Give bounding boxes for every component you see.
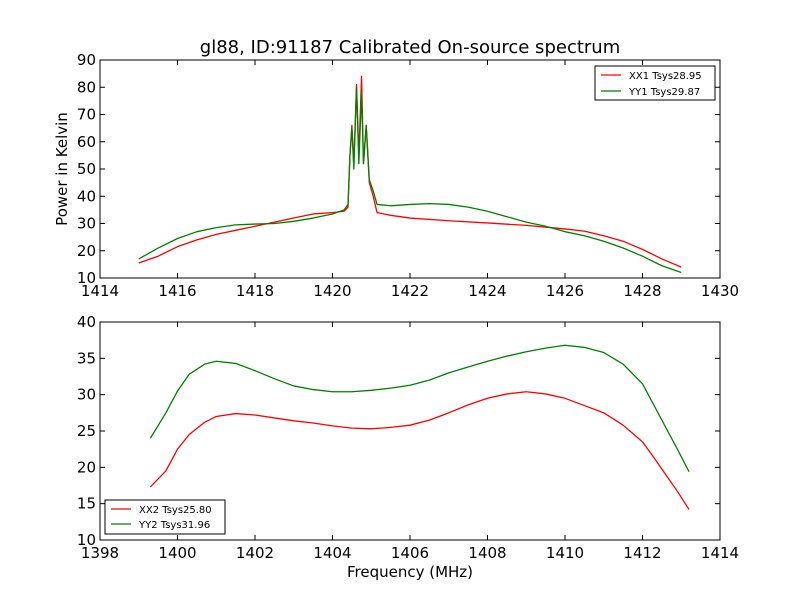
top-x-tick-label: 1430 (701, 282, 739, 300)
top-legend-box (594, 65, 716, 101)
top-x-tick-label: 1416 (158, 282, 196, 300)
top-x-tick-label: 1420 (313, 282, 351, 300)
bottom-x-tick-label: 1412 (623, 544, 661, 562)
top-x-tick-label: 1414 (81, 282, 119, 300)
bottom-x-tick-label: 1398 (81, 544, 119, 562)
chart-title: gl88, ID:91187 Calibrated On-source spec… (200, 37, 620, 58)
top-y-tick-label: 60 (77, 133, 96, 151)
bottom-x-tick-label: 1406 (391, 544, 429, 562)
top-y-tick-label: 50 (77, 160, 96, 178)
bottom-x-tick-label: 1404 (313, 544, 351, 562)
bottom-y-tick-label: 20 (77, 458, 96, 476)
bottom-y-tick-label: 30 (77, 386, 96, 404)
top-x-tick-label: 1426 (546, 282, 584, 300)
bottom-series-line-1 (149, 344, 690, 472)
bottom-series-lines (149, 344, 690, 510)
bottom-y-tick-label: 15 (77, 495, 96, 513)
top-legend: XX1 Tsys28.95 YY1 Tsys29.87 (594, 65, 716, 101)
top-y-tick-label: 30 (77, 215, 96, 233)
top-y-tick-label: 70 (77, 106, 96, 124)
top-y-tick-label: 10 (77, 269, 96, 287)
bottom-series-line-0 (149, 391, 690, 510)
bottom-panel: 1398 1400 1402 1404 1406 1408 1410 1412 1414 101… (77, 313, 739, 581)
top-x-tick-label: 1428 (623, 282, 661, 300)
top-series-lines (138, 75, 682, 274)
bottom-x-axis-label: Frequency (MHz) (347, 563, 473, 581)
bottom-x-tick-label: 1414 (701, 544, 739, 562)
top-panel: 1414 1416 1418 1420 1422 1424 1426 1428 1430 10 2… (53, 51, 739, 300)
bottom-y-tick-label: 25 (77, 422, 96, 440)
bottom-x-tick-label: 1402 (236, 544, 274, 562)
top-series-line-1 (138, 86, 682, 274)
top-y-tick-label: 90 (77, 51, 96, 69)
top-x-tick-label: 1418 (236, 282, 274, 300)
bottom-legend-label-yy2: YY2 Tsys31.96 (138, 520, 210, 531)
top-x-tick-label: 1424 (468, 282, 506, 300)
top-y-axis: 10 20 30 40 50 60 70 80 90 (77, 51, 720, 287)
top-y-tick-label: 40 (77, 187, 96, 205)
bottom-legend: XX2 Tsys25.80 YY2 Tsys31.96 (104, 499, 226, 535)
top-x-axis: 1414 1416 1418 1420 1422 1424 1426 1428 1430 (81, 60, 739, 300)
bottom-legend-box (104, 499, 226, 535)
bottom-y-axis: 10 15 20 25 30 35 40 (77, 313, 720, 549)
top-legend-label-xx1: XX1 Tsys28.95 (629, 71, 702, 82)
bottom-x-tick-label: 1410 (546, 544, 584, 562)
bottom-y-tick-label: 10 (77, 531, 96, 549)
bottom-x-tick-label: 1400 (158, 544, 196, 562)
bottom-y-tick-label: 35 (77, 349, 96, 367)
bottom-y-tick-label: 40 (77, 313, 96, 331)
bottom-legend-label-xx2: XX2 Tsys25.80 (139, 505, 212, 516)
top-y-axis-label: Power in Kelvin (53, 112, 71, 226)
top-y-tick-label: 80 (77, 78, 96, 96)
top-legend-label-yy1: YY1 Tsys29.87 (628, 87, 700, 98)
bottom-x-axis: 1398 1400 1402 1404 1406 1408 1410 1412 1414 (81, 322, 739, 562)
top-x-tick-label: 1422 (391, 282, 429, 300)
bottom-x-tick-label: 1408 (468, 544, 506, 562)
top-y-tick-label: 20 (77, 242, 96, 260)
